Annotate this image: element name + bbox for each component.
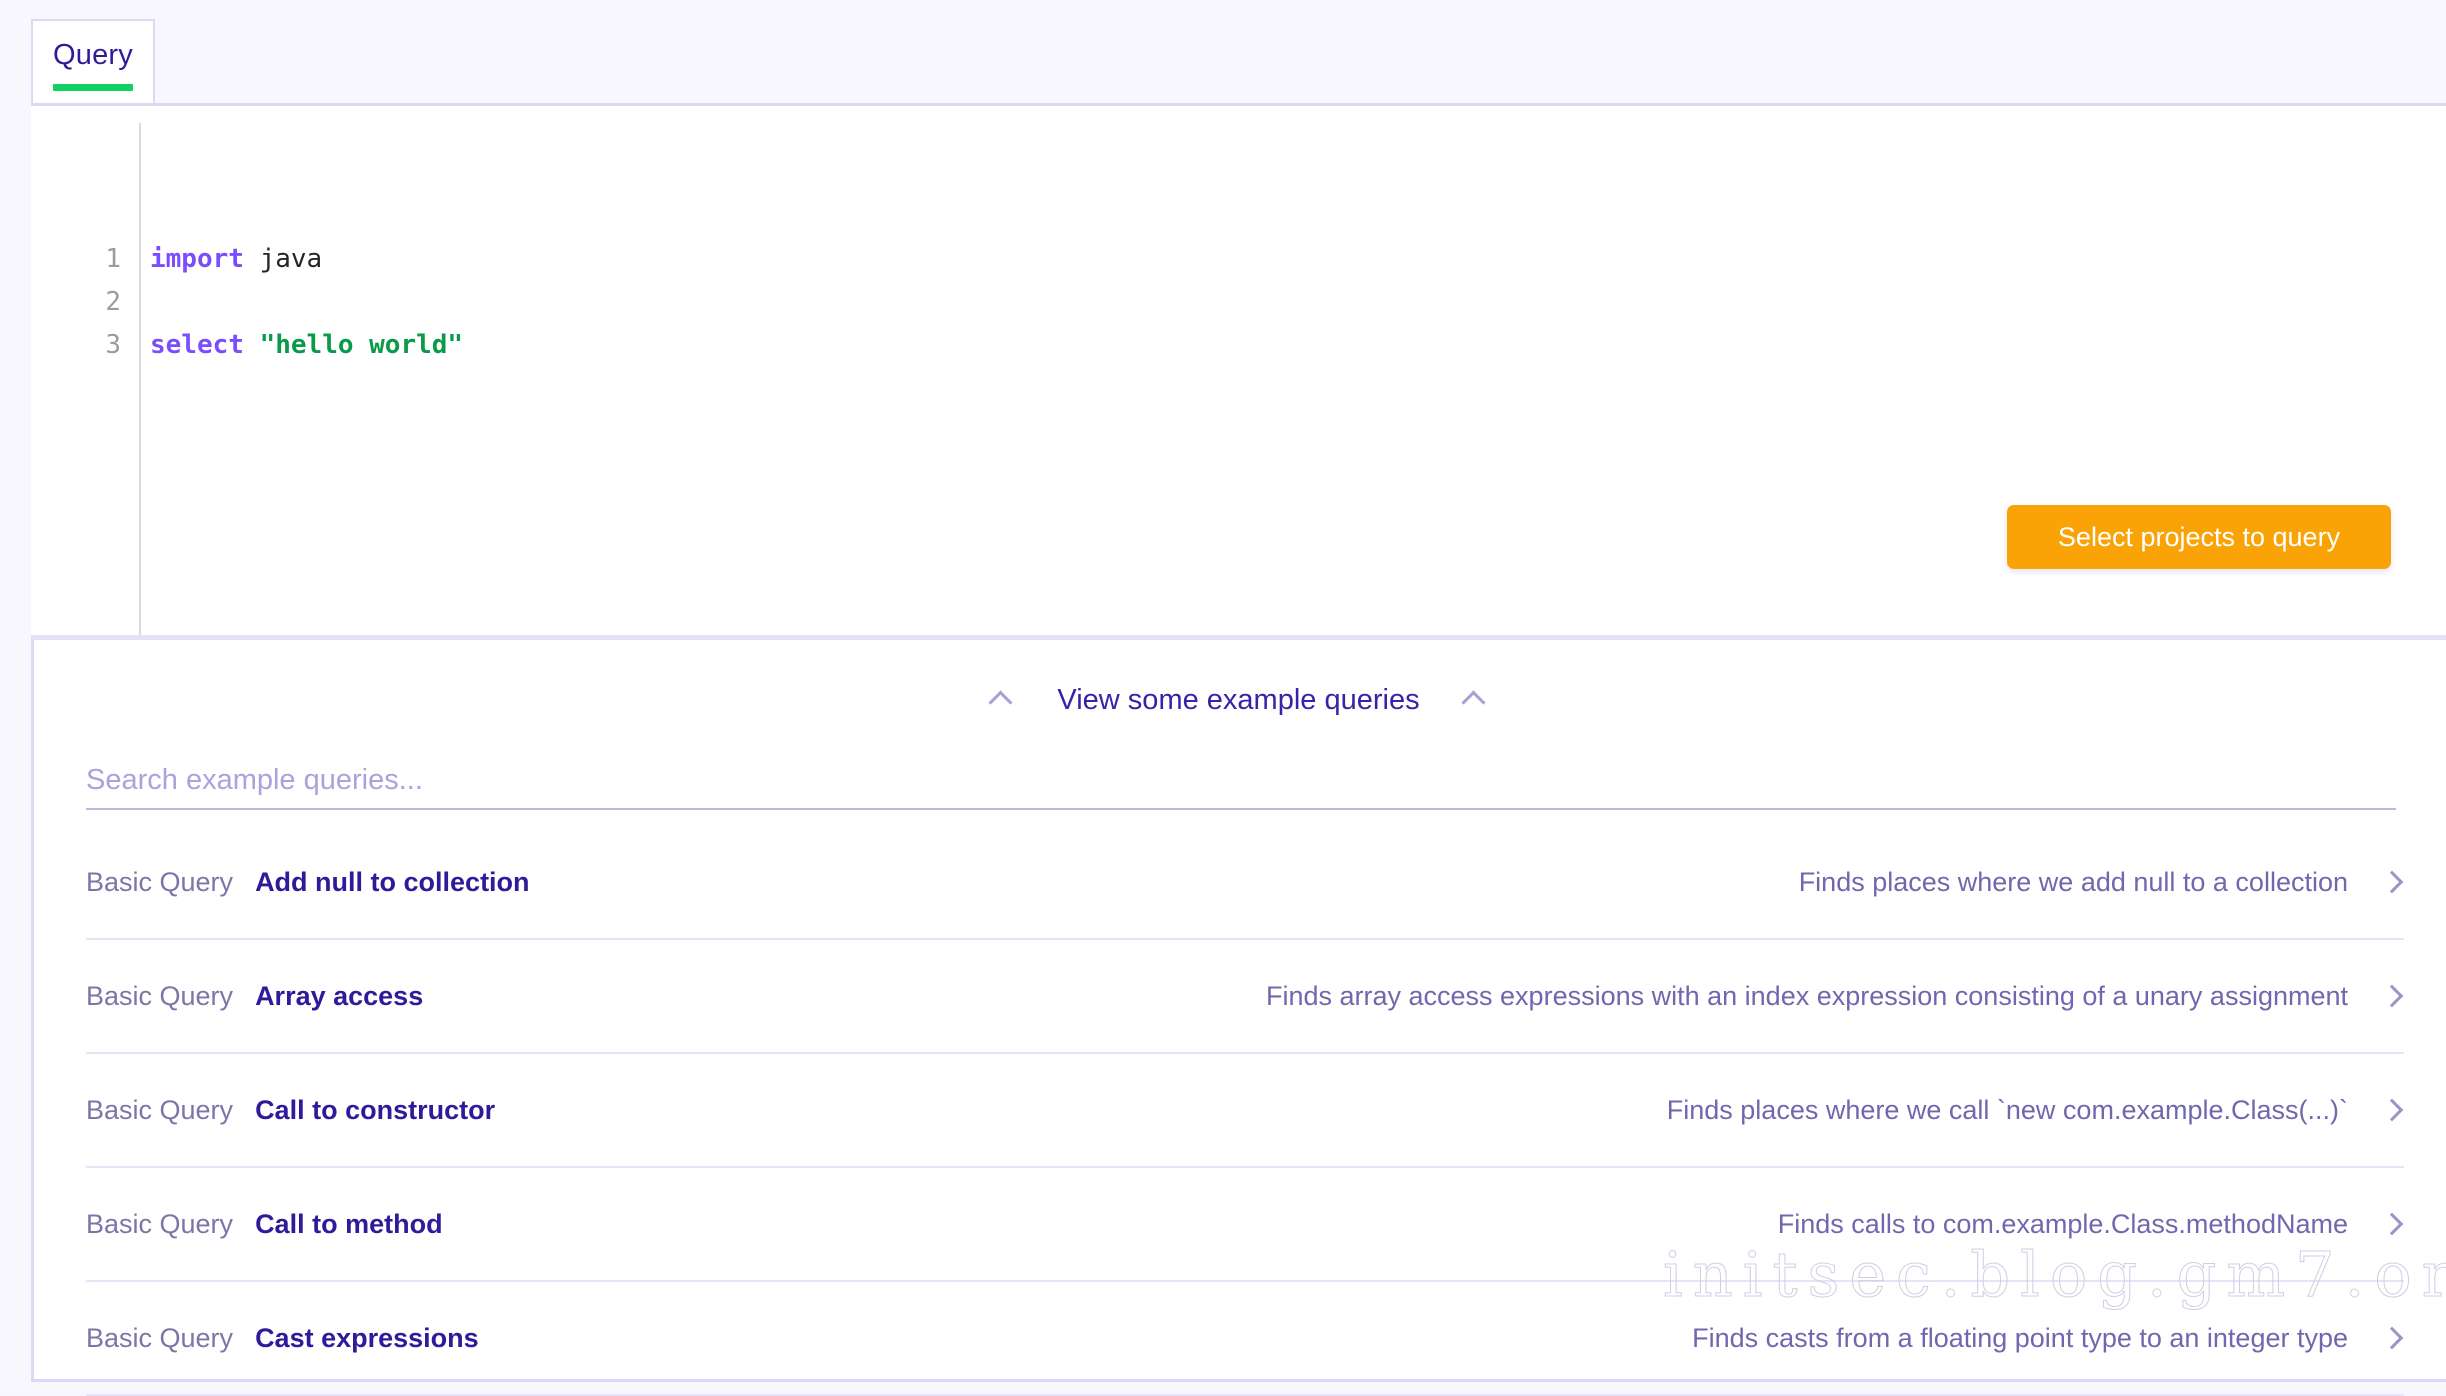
chevron-right-icon[interactable] bbox=[2382, 1097, 2404, 1123]
search-input[interactable] bbox=[86, 752, 2396, 810]
example-queries-toggle[interactable]: View some example queries bbox=[31, 655, 2446, 745]
code-line: 1 import java bbox=[31, 238, 2446, 281]
gutter-divider bbox=[139, 123, 141, 635]
chevron-up-icon bbox=[1462, 687, 1488, 713]
chevron-right-icon[interactable] bbox=[2382, 869, 2404, 895]
code-content: 1 import java 2 3 select "hello world" bbox=[31, 238, 2446, 367]
code-token-space bbox=[244, 330, 260, 360]
list-item[interactable]: Basic Query Call to method Finds calls t… bbox=[86, 1168, 2404, 1282]
chevron-right-icon[interactable] bbox=[2382, 1325, 2404, 1351]
example-queries-label: View some example queries bbox=[1057, 683, 1420, 716]
tab-query-label: Query bbox=[53, 39, 133, 71]
line-number: 3 bbox=[105, 330, 121, 360]
tab-strip: Query bbox=[0, 0, 2446, 106]
code-token-plain: java bbox=[243, 244, 323, 274]
row-description: Finds places where we call `new com.exam… bbox=[1666, 1094, 2348, 1125]
row-kind-label: Basic Query bbox=[86, 1094, 234, 1125]
row-description: Finds calls to com.example.Class.methodN… bbox=[1777, 1208, 2348, 1239]
list-item[interactable]: Basic Query Array access Finds array acc… bbox=[86, 940, 2404, 1054]
row-title: Cast expressions bbox=[255, 1322, 479, 1353]
row-kind-label: Basic Query bbox=[86, 1322, 234, 1353]
code-line: 3 select "hello world" bbox=[31, 324, 2446, 367]
row-title: Array access bbox=[255, 980, 424, 1011]
line-number: 1 bbox=[105, 244, 121, 274]
chevron-right-icon[interactable] bbox=[2382, 1211, 2404, 1237]
row-title: Call to constructor bbox=[255, 1094, 496, 1125]
tab-strip-divider bbox=[31, 103, 2446, 106]
list-item[interactable]: Basic Query Cast expressions Finds casts… bbox=[86, 1282, 2404, 1396]
row-title: Add null to collection bbox=[255, 866, 530, 897]
search-field-wrapper bbox=[86, 752, 2396, 814]
code-line-text: select "hello world" bbox=[150, 324, 463, 367]
chevron-up-icon bbox=[989, 687, 1015, 713]
list-item[interactable]: Basic Query Call to constructor Finds pl… bbox=[86, 1054, 2404, 1168]
code-line: 2 bbox=[31, 281, 2446, 324]
tab-query[interactable]: Query bbox=[31, 19, 155, 103]
list-item[interactable]: Basic Query Add null to collection Finds… bbox=[86, 826, 2404, 940]
editor-divider bbox=[31, 635, 2446, 640]
row-description: Finds casts from a floating point type t… bbox=[1692, 1322, 2348, 1353]
row-kind-label: Basic Query bbox=[86, 1208, 234, 1239]
code-token-keyword: select bbox=[150, 330, 244, 360]
example-queries-list: Basic Query Add null to collection Finds… bbox=[86, 826, 2404, 1396]
code-token-string: "hello world" bbox=[259, 330, 464, 360]
row-description: Finds places where we add null to a coll… bbox=[1798, 866, 2348, 897]
select-projects-button[interactable]: Select projects to query bbox=[2007, 505, 2391, 569]
tab-active-indicator bbox=[53, 84, 133, 91]
row-title: Call to method bbox=[255, 1208, 443, 1239]
code-token-keyword: import bbox=[150, 244, 244, 274]
row-kind-label: Basic Query bbox=[86, 866, 234, 897]
chevron-right-icon[interactable] bbox=[2382, 983, 2404, 1009]
code-line-text: import java bbox=[150, 238, 322, 281]
query-editor[interactable]: 1 import java 2 3 select "hello world" bbox=[31, 106, 2446, 635]
line-number: 2 bbox=[105, 287, 121, 317]
row-kind-label: Basic Query bbox=[86, 980, 234, 1011]
row-description: Finds array access expressions with an i… bbox=[1265, 980, 2348, 1011]
